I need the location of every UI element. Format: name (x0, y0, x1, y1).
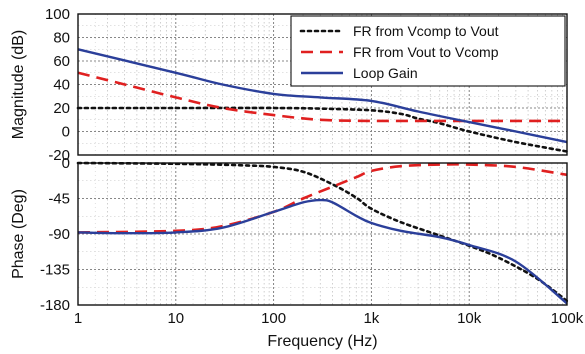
magnitude-y-axis-label: Magnitude (dB) (10, 30, 27, 139)
x-tick-label: 1 (74, 310, 82, 327)
y-tick-label: 0 (62, 124, 70, 141)
magnitude-plot-frame (77, 13, 568, 156)
magnitude-y-tick-labels: 100 80 60 40 20 0 -20 (45, 6, 70, 164)
y-tick-label: 20 (53, 100, 70, 117)
legend: FR from Vcomp to Vout FR from Vout to Vco… (290, 15, 566, 87)
y-tick-label: -90 (48, 226, 70, 243)
y-tick-label: 60 (53, 53, 70, 70)
x-tick-labels: 1 10 100 1k 10k 100k (74, 310, 584, 327)
legend-label: FR from Vout to Vcomp (353, 44, 499, 60)
x-tick-label: 1k (363, 310, 379, 327)
x-tick-label: 10k (457, 310, 482, 327)
magnitude-series (76, 48, 569, 153)
phase-plot-frame (77, 162, 568, 306)
y-tick-label: 40 (53, 77, 70, 94)
series-line-fr-from-vcomp-to-vout (76, 106, 569, 153)
phase-series (76, 161, 569, 305)
series-line-loop-gain (77, 48, 568, 144)
x-tick-label: 100 (261, 310, 286, 327)
x-tick-label: 10 (167, 310, 184, 327)
series-line-loop-gain (77, 198, 568, 305)
phase-y-tick-labels: 0 -45 -90 -135 -180 (40, 155, 70, 314)
y-tick-label: 100 (45, 6, 70, 23)
y-tick-label: -135 (40, 262, 70, 279)
y-tick-label: -20 (48, 147, 70, 164)
legend-box (290, 15, 566, 87)
legend-label: Loop Gain (353, 65, 418, 81)
y-tick-label: 0 (62, 155, 70, 172)
legend-label: FR from Vcomp to Vout (353, 23, 499, 39)
y-tick-label: -180 (40, 297, 70, 314)
y-tick-label: -45 (48, 191, 70, 208)
x-tick-label: 100k (551, 310, 584, 327)
series-line-fr-from-vout-to-vcomp (77, 163, 568, 234)
y-tick-label: 80 (53, 30, 70, 47)
x-axis-label: Frequency (Hz) (267, 333, 377, 350)
series-line-fr-from-vcomp-to-vout (76, 161, 569, 303)
phase-y-axis-label: Phase (Deg) (10, 189, 27, 279)
